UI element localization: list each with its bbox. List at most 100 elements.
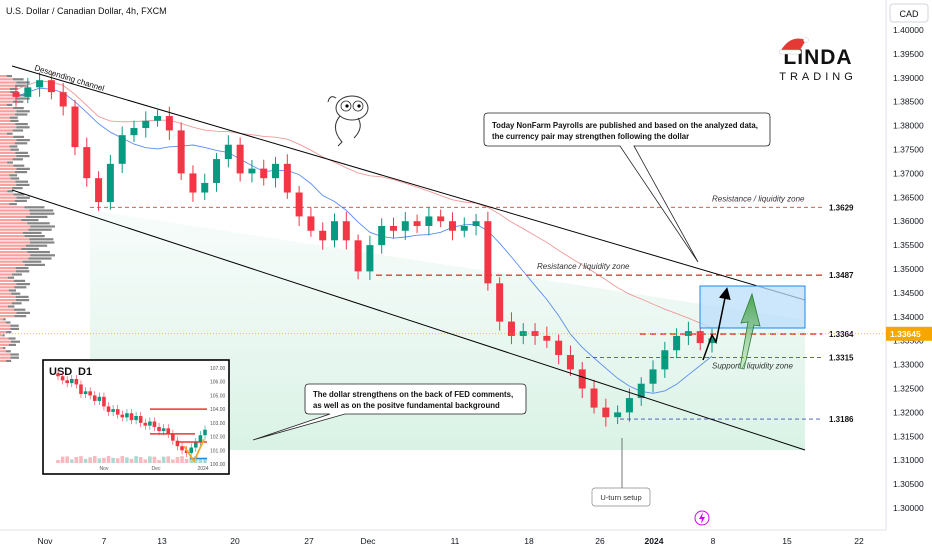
volume-bar-buy bbox=[14, 142, 28, 145]
x-tick-label: 11 bbox=[451, 536, 460, 546]
candle-body bbox=[106, 163, 114, 203]
inset-volume-bar bbox=[175, 456, 180, 463]
volume-bar-sell bbox=[0, 148, 11, 151]
inset-volume-bar bbox=[102, 457, 106, 463]
volume-bar-buy bbox=[5, 321, 11, 324]
candle-body bbox=[507, 321, 515, 336]
inset-volume-bar bbox=[65, 456, 69, 463]
candle-body bbox=[201, 182, 209, 193]
volume-bar-sell bbox=[0, 167, 17, 170]
inset-volume-bar bbox=[138, 456, 143, 463]
inset-candle-body bbox=[97, 396, 102, 401]
santa-hat-icon bbox=[780, 38, 806, 52]
volume-bar-buy bbox=[11, 292, 21, 295]
inset-candle-body bbox=[111, 409, 115, 412]
volume-bar-sell bbox=[0, 199, 15, 202]
volume-bar-buy bbox=[12, 273, 22, 276]
inset-candle-body bbox=[152, 421, 157, 427]
inset-volume-bar bbox=[143, 459, 148, 463]
volume-bar-buy bbox=[29, 209, 54, 212]
candle-body bbox=[519, 331, 527, 336]
volume-bar-buy bbox=[11, 302, 22, 305]
inset-candle-body bbox=[106, 406, 111, 412]
inset-volume-bar bbox=[171, 459, 175, 463]
candle-body bbox=[708, 338, 716, 344]
lightning-icon[interactable] bbox=[694, 510, 710, 526]
volume-bar-sell bbox=[0, 75, 7, 78]
candle-body bbox=[59, 92, 67, 107]
inset-volume-bar bbox=[60, 456, 65, 463]
candle-body bbox=[425, 216, 433, 226]
candle-body bbox=[319, 230, 327, 241]
inset-candle-body bbox=[166, 428, 171, 434]
y-tick-label: 1.32500 bbox=[893, 384, 924, 394]
volume-bar-buy bbox=[10, 91, 19, 94]
brand-logo: LINDA TRADING bbox=[778, 37, 853, 83]
inset-volume-bar bbox=[106, 456, 111, 463]
volume-bar-sell bbox=[0, 263, 25, 266]
volume-bar-sell bbox=[0, 324, 11, 327]
volume-bar-buy bbox=[14, 315, 27, 318]
volume-bar-buy bbox=[16, 270, 30, 273]
volume-bar-buy bbox=[30, 225, 55, 228]
currency-button[interactable] bbox=[889, 3, 929, 23]
candle-body bbox=[272, 163, 280, 179]
x-tick-label: 22 bbox=[854, 536, 864, 546]
volume-bar-buy bbox=[13, 164, 25, 167]
candle-body bbox=[543, 335, 551, 341]
candle-body bbox=[165, 116, 173, 131]
candle-body bbox=[555, 340, 563, 356]
volume-bar-buy bbox=[10, 177, 20, 180]
inset-volume-bar bbox=[134, 456, 138, 463]
volume-bar-buy bbox=[27, 251, 50, 254]
inset-volume-bar bbox=[198, 458, 203, 463]
volume-bar-sell bbox=[0, 347, 3, 350]
volume-bar-buy bbox=[15, 123, 28, 126]
callouts: Today NonFarm Payrolls are published and… bbox=[252, 112, 771, 507]
volume-bar-buy bbox=[13, 135, 25, 138]
volume-bar-buy bbox=[10, 353, 19, 356]
volume-bar-sell bbox=[0, 187, 13, 190]
x-tick-label: 8 bbox=[711, 536, 716, 546]
volume-bar-sell bbox=[0, 251, 28, 254]
inset-volume-bar bbox=[152, 456, 157, 463]
volume-bar-buy bbox=[14, 286, 27, 289]
volume-bar-sell bbox=[0, 305, 8, 308]
candle-body bbox=[142, 120, 150, 128]
volume-bar-sell bbox=[0, 273, 13, 276]
volume-bar-buy bbox=[15, 151, 28, 154]
volume-bar-buy bbox=[8, 337, 16, 340]
volume-bar-sell bbox=[0, 315, 15, 318]
inset-candle-body bbox=[92, 395, 97, 401]
y-tick-label: 1.35500 bbox=[893, 240, 924, 250]
volume-bar-buy bbox=[16, 167, 30, 170]
volume-bar-sell bbox=[0, 340, 11, 343]
inset-candle-body bbox=[171, 433, 175, 441]
volume-bar-sell bbox=[0, 123, 16, 126]
volume-bar-buy bbox=[22, 260, 42, 263]
level-label: 1.3186 bbox=[829, 415, 854, 424]
volume-bar-buy bbox=[16, 81, 30, 84]
volume-bar-sell bbox=[0, 327, 11, 330]
y-tick-label: 1.32000 bbox=[893, 407, 924, 417]
inset-volume-bar bbox=[56, 460, 60, 463]
candle-body bbox=[366, 245, 374, 272]
level-note: Resistance / liquidity zone bbox=[712, 194, 805, 203]
time-axis: Nov 7 13 20 27 Dec 11 18 26 2024 8 15 22 bbox=[0, 529, 886, 546]
fed-callout-bubble bbox=[252, 383, 527, 441]
nfp-callout-bubble bbox=[483, 112, 771, 263]
volume-bar-buy bbox=[24, 263, 45, 266]
volume-bar-buy bbox=[13, 279, 26, 282]
volume-bar-sell bbox=[0, 135, 14, 138]
volume-bar-buy bbox=[16, 196, 30, 199]
volume-bar-sell bbox=[0, 180, 16, 183]
volume-bar-sell bbox=[0, 84, 16, 87]
volume-profile bbox=[0, 75, 55, 362]
volume-bar-sell bbox=[0, 145, 10, 148]
volume-bar-sell bbox=[0, 132, 7, 135]
volume-bar-sell bbox=[0, 151, 16, 154]
volume-bar-buy bbox=[16, 311, 30, 314]
cartoon-figure bbox=[327, 95, 369, 147]
inset-candle-body bbox=[125, 413, 129, 418]
candle-body bbox=[602, 407, 610, 418]
